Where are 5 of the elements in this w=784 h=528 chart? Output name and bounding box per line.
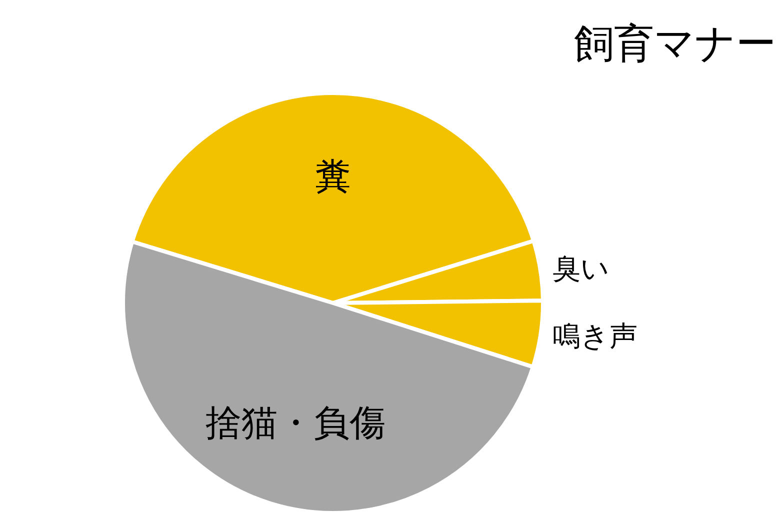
slice-label: 糞 <box>314 156 351 198</box>
slice-label: 臭い <box>552 252 610 286</box>
slice-label: 鳴き声 <box>552 319 638 352</box>
slice-label: 捨猫・負傷 <box>205 402 386 444</box>
chart-title: 飼育マナー <box>574 20 776 69</box>
